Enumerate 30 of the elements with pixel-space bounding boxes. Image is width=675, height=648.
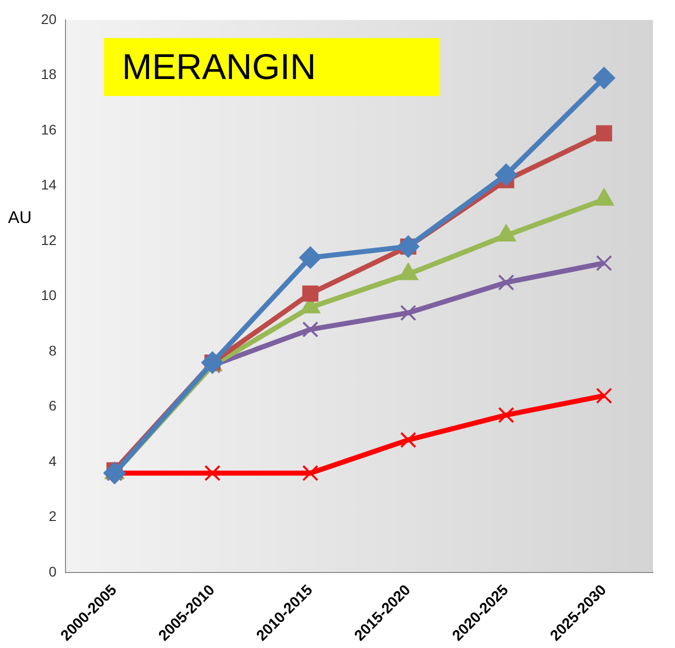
point (397, 236, 420, 258)
point (596, 125, 612, 142)
point (593, 67, 616, 90)
title-box: MERANGIN (104, 38, 440, 96)
y-tick-label: 8 (48, 342, 57, 358)
y-tick-label: 14 (40, 176, 57, 193)
y-tick-label: 16 (40, 121, 57, 138)
point (302, 285, 318, 302)
point (299, 246, 322, 269)
point (596, 388, 612, 404)
point (400, 432, 416, 448)
y-tick-label: 10 (40, 287, 57, 304)
point (495, 164, 518, 186)
y-tick-label: 12 (40, 232, 57, 248)
point (204, 465, 220, 482)
point (498, 274, 514, 291)
point (201, 352, 224, 374)
point (104, 462, 126, 484)
y-tick-label: 18 (40, 66, 57, 82)
y-tick-label: 2 (48, 508, 57, 524)
point (400, 304, 416, 321)
y-tick-label: 0 (48, 563, 57, 580)
y-axis-title: AU (8, 208, 32, 228)
y-tick-label: 4 (48, 452, 57, 469)
point (498, 407, 514, 424)
point (302, 321, 318, 338)
y-tick-label: 20 (40, 10, 57, 27)
y-tick-label: 6 (48, 398, 57, 414)
point (596, 255, 612, 272)
point (302, 465, 318, 482)
